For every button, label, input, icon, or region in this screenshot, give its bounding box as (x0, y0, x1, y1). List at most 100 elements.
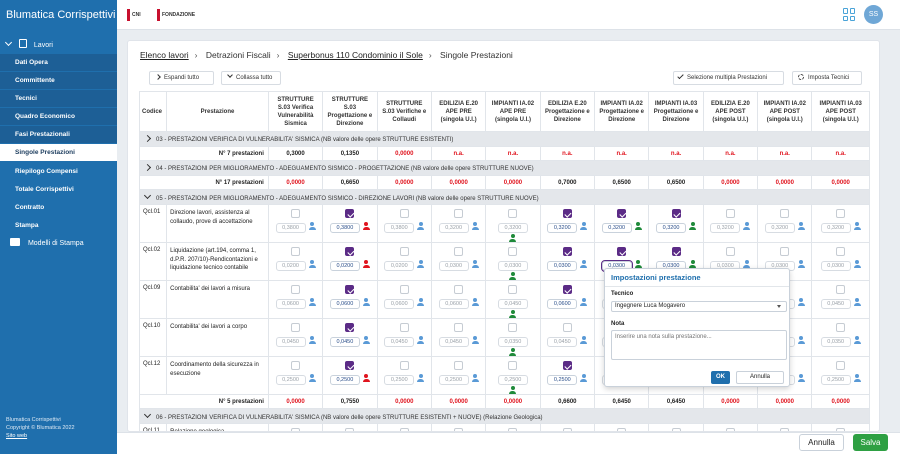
technician-icon[interactable] (509, 272, 517, 280)
technician-icon[interactable] (853, 222, 861, 230)
section-row[interactable]: 05 - PRESTAZIONI PER MIGLIORAMENTO - ADE… (139, 189, 870, 205)
prestazione-checkbox[interactable] (345, 428, 355, 431)
prestazione-checkbox[interactable] (508, 428, 518, 431)
technician-icon[interactable] (362, 260, 370, 268)
technician-icon[interactable] (308, 298, 316, 306)
coefficient-value[interactable]: 0,3200 (438, 223, 469, 233)
technician-icon[interactable] (308, 260, 316, 268)
sidebar-item-10[interactable]: Stampa (0, 217, 117, 234)
prestazione-checkbox[interactable] (617, 209, 627, 218)
prestazione-checkbox[interactable] (291, 247, 301, 256)
section-row[interactable]: 04 - PRESTAZIONI PER MIGLIORAMENTO - ADE… (139, 160, 870, 176)
chevron-right-icon[interactable] (143, 163, 152, 171)
coefficient-value[interactable]: 0,3800 (275, 223, 306, 233)
website-link[interactable]: Sito web (6, 433, 28, 439)
prestazione-checkbox[interactable] (562, 285, 572, 294)
prestazione-checkbox[interactable] (508, 361, 518, 370)
sidebar-item-3[interactable]: Tecnici (0, 90, 117, 107)
prestazione-checkbox[interactable] (836, 428, 846, 431)
coefficient-value[interactable]: 0,0450 (329, 337, 360, 347)
technician-icon[interactable] (471, 298, 479, 306)
collapse-all-button[interactable]: Collassa tutto (221, 71, 281, 85)
breadcrumb-detrazioni[interactable]: Detrazioni Fiscali (205, 50, 271, 60)
coefficient-value[interactable]: 0,0200 (275, 261, 306, 271)
prestazione-checkbox[interactable] (454, 428, 464, 431)
prestazione-checkbox[interactable] (454, 285, 464, 294)
coefficient-value[interactable]: 0,0600 (384, 299, 415, 309)
coefficient-value[interactable]: 0,0350 (497, 337, 528, 347)
technician-icon[interactable] (797, 336, 805, 344)
prestazione-checkbox[interactable] (291, 323, 301, 332)
technician-icon[interactable] (580, 298, 588, 306)
technician-icon[interactable] (362, 298, 370, 306)
coefficient-value[interactable]: 0,0600 (329, 299, 360, 309)
prestazione-checkbox[interactable] (836, 247, 846, 256)
technician-icon[interactable] (417, 374, 425, 382)
prestazione-checkbox[interactable] (345, 247, 355, 256)
prestazione-checkbox[interactable] (508, 247, 518, 256)
technician-icon[interactable] (509, 348, 517, 356)
cancel-button[interactable]: Annulla (799, 434, 844, 451)
prestazione-checkbox[interactable] (671, 428, 681, 431)
prestazione-checkbox[interactable] (399, 285, 409, 294)
sidebar-item-1[interactable]: Dati Opera (0, 54, 117, 71)
technician-icon[interactable] (471, 336, 479, 344)
technician-icon[interactable] (417, 260, 425, 268)
section-row[interactable]: 06 - PRESTAZIONI VERIFICA DI VULNERABILI… (139, 408, 870, 424)
prestazione-checkbox[interactable] (454, 209, 464, 218)
technician-icon[interactable] (580, 222, 588, 230)
technician-icon[interactable] (743, 260, 751, 268)
technician-icon[interactable] (797, 298, 805, 306)
popup-ok-button[interactable]: OK (711, 371, 730, 384)
coefficient-value[interactable]: 0,3200 (820, 223, 851, 233)
coefficient-value[interactable]: 0,0600 (547, 299, 578, 309)
coefficient-value[interactable]: 0,2500 (384, 375, 415, 385)
technician-icon[interactable] (743, 222, 751, 230)
coefficient-value[interactable]: 0,2500 (547, 375, 578, 385)
technician-icon[interactable] (853, 260, 861, 268)
breadcrumb-elenco-lavori[interactable]: Elenco lavori (140, 50, 189, 60)
prestazione-checkbox[interactable] (725, 428, 735, 431)
chevron-down-icon[interactable] (143, 191, 152, 199)
sidebar-item-2[interactable]: Committente (0, 72, 117, 89)
technician-icon[interactable] (417, 298, 425, 306)
technician-icon[interactable] (471, 222, 479, 230)
sidebar-item-5[interactable]: Fasi Prestazionali (0, 126, 117, 143)
coefficient-value[interactable]: 0,0300 (497, 261, 528, 271)
user-avatar[interactable]: SS (864, 5, 883, 24)
sidebar-item-7[interactable]: Riepilogo Compensi (0, 163, 117, 180)
technician-icon[interactable] (362, 336, 370, 344)
prestazione-checkbox[interactable] (399, 323, 409, 332)
coefficient-value[interactable]: 0,0300 (438, 261, 469, 271)
sidebar-item-6[interactable]: Singole Prestazioni (0, 144, 117, 161)
coefficient-value[interactable]: 0,2500 (275, 375, 306, 385)
technician-icon[interactable] (308, 222, 316, 230)
technician-icon[interactable] (362, 374, 370, 382)
technician-icon[interactable] (471, 374, 479, 382)
sidebar-item-9[interactable]: Contratto (0, 199, 117, 216)
technician-icon[interactable] (580, 374, 588, 382)
technician-icon[interactable] (797, 222, 805, 230)
prestazione-checkbox[interactable] (780, 247, 790, 256)
expand-all-button[interactable]: Espandi tutto (149, 71, 214, 85)
prestazione-checkbox[interactable] (562, 361, 572, 370)
note-textarea[interactable] (611, 330, 787, 360)
prestazione-checkbox[interactable] (780, 428, 790, 431)
technician-icon[interactable] (689, 260, 697, 268)
coefficient-value[interactable]: 0,0450 (275, 337, 306, 347)
coefficient-value[interactable]: 0,0600 (275, 299, 306, 309)
sidebar-section-lavori[interactable]: Lavori (0, 37, 117, 55)
technician-icon[interactable] (797, 260, 805, 268)
coefficient-value[interactable]: 0,2500 (438, 375, 469, 385)
coefficient-value[interactable]: 0,0450 (384, 337, 415, 347)
section-row[interactable]: 03 - PRESTAZIONI VERIFICA DI VULNERABILI… (139, 131, 870, 147)
prestazione-checkbox[interactable] (671, 247, 681, 256)
prestazione-checkbox[interactable] (399, 209, 409, 218)
coefficient-value[interactable]: 0,2500 (329, 375, 360, 385)
prestazione-checkbox[interactable] (454, 361, 464, 370)
coefficient-value[interactable]: 0,3200 (764, 223, 795, 233)
prestazione-checkbox[interactable] (836, 361, 846, 370)
coefficient-value[interactable]: 0,0350 (820, 337, 851, 347)
technician-icon[interactable] (471, 260, 479, 268)
prestazione-checkbox[interactable] (562, 428, 572, 431)
